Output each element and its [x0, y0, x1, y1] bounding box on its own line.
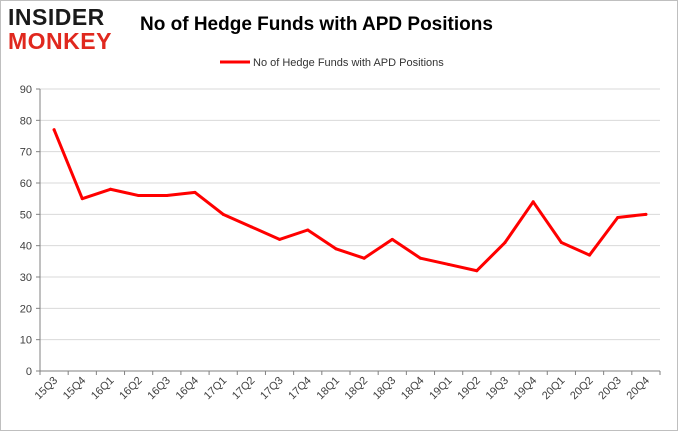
data-point	[559, 241, 563, 245]
data-point	[278, 237, 282, 241]
data-point	[531, 200, 535, 204]
x-tick-label: 15Q3	[33, 375, 61, 403]
logo-bottom-text: MONKEY	[8, 28, 112, 54]
data-point	[644, 212, 648, 216]
x-tick-label: 17Q4	[286, 375, 314, 403]
x-tick-label: 20Q2	[568, 375, 596, 403]
x-tick-label: 19Q3	[484, 375, 512, 403]
data-point	[503, 241, 507, 245]
x-tick-label: 19Q4	[512, 375, 540, 403]
y-tick-label: 50	[20, 209, 32, 221]
x-tick-label: 17Q2	[230, 375, 258, 403]
x-tick-label: 18Q3	[371, 375, 399, 403]
data-point	[80, 197, 84, 201]
x-tick-label: 18Q1	[315, 375, 343, 403]
y-tick-label: 20	[20, 303, 32, 315]
y-tick-label: 90	[20, 84, 32, 96]
data-point	[52, 128, 56, 132]
legend: No of Hedge Funds with APD Positions	[220, 57, 444, 69]
data-point	[616, 215, 620, 219]
y-tick-label: 30	[20, 272, 32, 284]
x-axis-ticks: 15Q3 15Q4 16Q1 16Q2 16Q3 16Q4 17Q1 17Q2 17Q3 17Q4…	[33, 371, 661, 403]
data-point	[193, 190, 197, 194]
x-tick-label: 19Q2	[455, 375, 483, 403]
data-point	[475, 269, 479, 273]
x-tick-label: 19Q1	[427, 375, 455, 403]
y-tick-label: 0	[26, 366, 32, 378]
x-tick-label: 17Q1	[202, 375, 230, 403]
data-point	[447, 262, 451, 266]
y-tick-label: 80	[20, 115, 32, 127]
data-point	[137, 194, 141, 198]
data-point	[334, 247, 338, 251]
data-point	[418, 256, 422, 260]
data-point	[306, 228, 310, 232]
data-point	[588, 253, 592, 257]
x-tick-label: 15Q4	[61, 375, 89, 403]
x-tick-label: 16Q1	[89, 375, 117, 403]
x-tick-label: 20Q3	[596, 375, 624, 403]
x-tick-label: 16Q2	[117, 375, 145, 403]
x-tick-label: 16Q3	[145, 375, 173, 403]
data-point	[249, 225, 253, 229]
y-tick-label: 40	[20, 241, 32, 253]
series-layer	[52, 128, 648, 273]
x-tick-label: 18Q4	[399, 375, 427, 403]
insider-monkey-logo: INSIDER MONKEY	[8, 6, 126, 53]
x-tick-label: 20Q4	[625, 375, 653, 403]
series-line	[52, 128, 648, 273]
y-axis-ticks: 0 10 20 30 40 50 60 70 80 90	[20, 84, 40, 378]
y-tick-label: 70	[20, 147, 32, 159]
y-tick-label: 10	[20, 335, 32, 347]
x-tick-label: 20Q1	[540, 375, 568, 403]
chart-title: No of Hedge Funds with APD Positions	[140, 14, 493, 35]
x-tick-label: 16Q4	[174, 375, 202, 403]
legend-label: No of Hedge Funds with APD Positions	[253, 57, 444, 69]
axes	[39, 89, 660, 372]
logo-top-text: INSIDER	[8, 4, 105, 30]
data-point	[108, 187, 112, 191]
data-point	[165, 194, 169, 198]
y-tick-label: 60	[20, 178, 32, 190]
x-tick-label: 17Q3	[258, 375, 286, 403]
data-point	[362, 256, 366, 260]
x-tick-label: 18Q2	[343, 375, 371, 403]
data-point	[221, 212, 225, 216]
gridlines	[40, 88, 660, 341]
data-point	[390, 237, 394, 241]
